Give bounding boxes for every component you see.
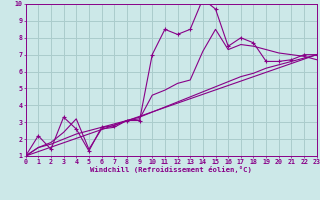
X-axis label: Windchill (Refroidissement éolien,°C): Windchill (Refroidissement éolien,°C) xyxy=(90,166,252,173)
